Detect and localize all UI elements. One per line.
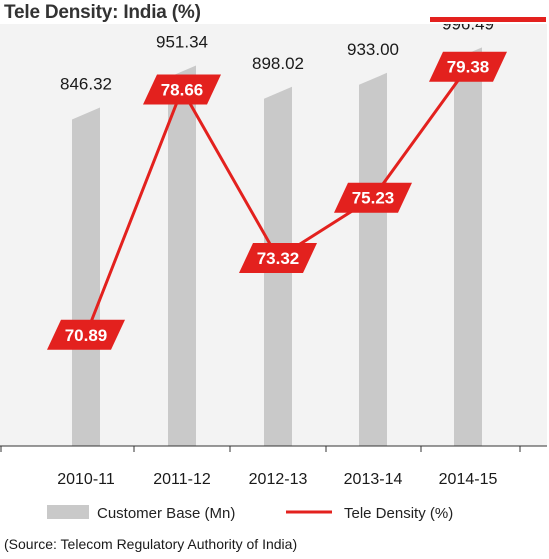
legend-swatch-customer-base xyxy=(47,505,89,519)
bar-value-label-2010-11: 846.32 xyxy=(60,74,112,93)
line-labels-layer: 70.89 78.66 73.32 75.23 79.38 xyxy=(47,51,507,350)
bars-layer xyxy=(72,47,482,447)
bar-2013-14 xyxy=(359,72,387,447)
line-value-label-2014-15: 79.38 xyxy=(447,58,490,77)
line-value-label-2010-11: 70.89 xyxy=(65,326,108,345)
bar-2010-11 xyxy=(72,107,100,447)
line-value-label-2013-14: 75.23 xyxy=(352,189,395,208)
x-tick-label-2011-12: 2011-12 xyxy=(153,471,211,488)
bar-value-label-2013-14: 933.00 xyxy=(347,40,399,59)
top-accent-stripe xyxy=(430,17,546,22)
x-tick-label-2012-13: 2012-13 xyxy=(249,471,308,488)
line-value-label-2012-13: 73.32 xyxy=(257,249,300,268)
x-tick-label-2010-11: 2010-11 xyxy=(57,471,115,488)
bar-value-label-2014-15: 996.49 xyxy=(442,24,494,33)
line-value-box-2014-15 xyxy=(429,51,507,82)
line-value-box-2011-12 xyxy=(143,74,221,105)
line-value-box-2012-13 xyxy=(239,243,317,274)
line-value-label-2011-12: 78.66 xyxy=(161,80,204,99)
bar-2011-12 xyxy=(168,65,196,447)
source-note: (Source: Telecom Regulatory Authority of… xyxy=(4,536,298,552)
line-value-box-2013-14 xyxy=(334,182,412,213)
x-tick-label-2013-14: 2013-14 xyxy=(344,471,403,488)
chart: 846.32 951.34 898.02 933.00 996.49 70.89 78.6… xyxy=(0,24,547,522)
chart-title: Tele Density: India (%) xyxy=(4,2,201,23)
x-ticks-layer: 2010-11 2011-12 2012-13 2013-14 2014-15 xyxy=(0,446,521,488)
bar-value-label-2012-13: 898.02 xyxy=(252,54,304,73)
x-tick-label-2014-15: 2014-15 xyxy=(439,471,498,488)
bar-labels-layer: 846.32 951.34 898.02 933.00 996.49 xyxy=(60,24,494,93)
legend-label-customer-base: Customer Base (Mn) xyxy=(97,505,235,522)
legend-label-tele-density: Tele Density (%) xyxy=(344,505,453,522)
legend: Customer Base (Mn) Tele Density (%) xyxy=(47,505,453,522)
bar-value-label-2011-12: 951.34 xyxy=(156,32,208,51)
bar-2014-15 xyxy=(454,47,482,447)
line-value-box-2010-11 xyxy=(47,319,125,350)
